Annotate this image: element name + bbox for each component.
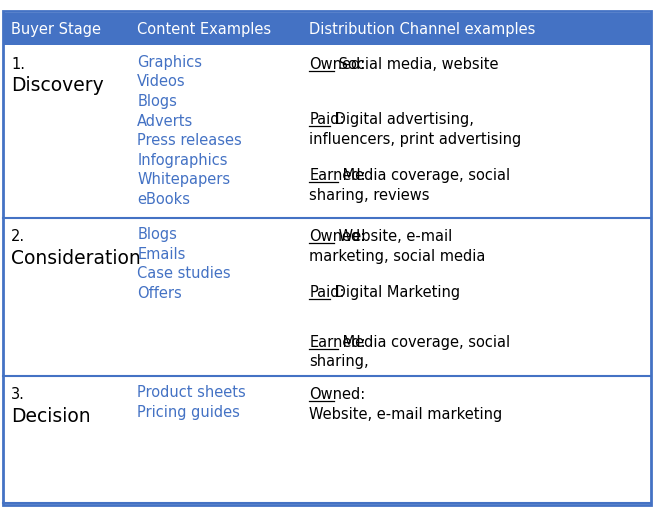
FancyBboxPatch shape: [3, 13, 651, 45]
Text: Videos: Videos: [137, 74, 186, 89]
Text: 1.: 1.: [11, 57, 25, 72]
Text: eBooks: eBooks: [137, 192, 190, 207]
Text: Social media, website: Social media, website: [334, 57, 498, 72]
Text: Owned:: Owned:: [309, 229, 366, 244]
Text: Media coverage, social: Media coverage, social: [337, 335, 510, 350]
Text: Press releases: Press releases: [137, 133, 242, 148]
Text: Website, e-mail marketing: Website, e-mail marketing: [309, 407, 502, 422]
FancyBboxPatch shape: [3, 11, 651, 505]
Text: Infographics: Infographics: [137, 153, 228, 168]
Text: Pricing guides: Pricing guides: [137, 405, 240, 420]
Text: Digital Marketing: Digital Marketing: [330, 285, 460, 300]
Text: Distribution Channel examples: Distribution Channel examples: [309, 22, 536, 37]
Text: Website, e-mail: Website, e-mail: [334, 229, 452, 244]
Text: Paid:: Paid:: [309, 112, 345, 127]
Text: Product sheets: Product sheets: [137, 385, 246, 400]
Text: marketing, social media: marketing, social media: [309, 249, 486, 264]
Text: Whitepapers: Whitepapers: [137, 172, 230, 187]
Text: Earned:: Earned:: [309, 168, 366, 183]
Text: Paid:: Paid:: [309, 285, 345, 300]
Text: Discovery: Discovery: [11, 76, 104, 95]
Text: Owned:: Owned:: [309, 57, 366, 72]
Text: Blogs: Blogs: [137, 227, 177, 242]
Text: Offers: Offers: [137, 286, 182, 301]
Text: Content Examples: Content Examples: [137, 22, 271, 37]
Text: Earned:: Earned:: [309, 335, 366, 350]
Text: Adverts: Adverts: [137, 114, 194, 128]
Text: Emails: Emails: [137, 247, 186, 262]
Text: sharing, reviews: sharing, reviews: [309, 188, 430, 203]
Text: Blogs: Blogs: [137, 94, 177, 109]
Text: Decision: Decision: [11, 407, 91, 426]
Text: Case studies: Case studies: [137, 266, 231, 281]
Text: Owned:: Owned:: [309, 387, 366, 402]
Text: sharing,: sharing,: [309, 354, 369, 369]
Text: Graphics: Graphics: [137, 55, 202, 70]
Text: Consideration: Consideration: [11, 249, 141, 268]
Text: Buyer Stage: Buyer Stage: [11, 22, 101, 37]
Text: 3.: 3.: [11, 387, 25, 402]
Text: Digital advertising,: Digital advertising,: [330, 112, 473, 127]
Text: 2.: 2.: [11, 229, 26, 244]
Text: influencers, print advertising: influencers, print advertising: [309, 132, 522, 147]
Text: Media coverage, social: Media coverage, social: [337, 168, 510, 183]
